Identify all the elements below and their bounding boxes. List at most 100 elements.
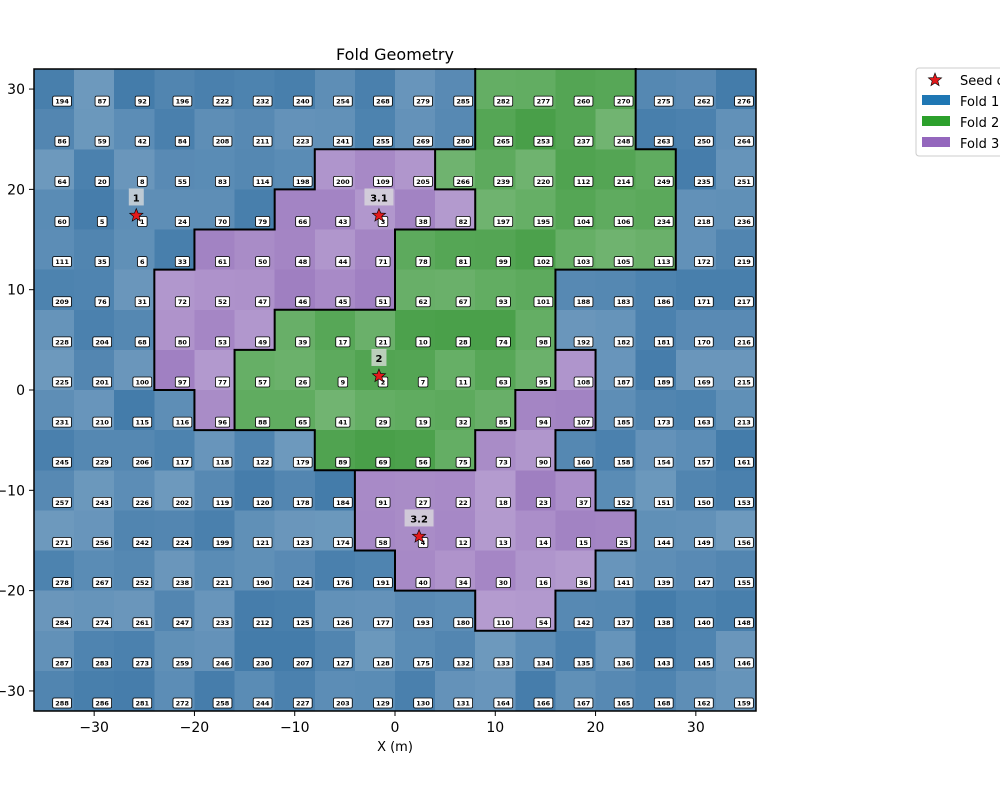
cell-label-text: 279	[416, 98, 430, 106]
cell-label-text: 247	[176, 619, 190, 627]
cell-label-box	[533, 95, 554, 107]
cell-label-box	[252, 657, 273, 669]
cell-label: 168	[653, 697, 674, 709]
cell-label-box	[375, 336, 391, 348]
cell-label-text: 94	[539, 419, 549, 427]
cell-label: 23	[535, 496, 551, 508]
cell-label: 35	[94, 256, 110, 268]
cell-label-text: 70	[218, 218, 228, 226]
cell-label-box	[252, 617, 273, 629]
cell-label: 183	[613, 296, 634, 308]
cell-label-box	[172, 577, 193, 588]
cell-label-box	[215, 376, 231, 388]
cell-label-box	[134, 296, 150, 308]
cell-label-box	[252, 135, 273, 147]
cell-label-box	[52, 256, 72, 268]
cell-label-box	[92, 537, 112, 548]
cell-label-box	[653, 135, 674, 147]
cell-label-box	[52, 657, 72, 669]
cell-label-text: 33	[178, 258, 187, 266]
cell-label-box	[455, 256, 471, 268]
cell-label-text: 191	[376, 579, 390, 587]
cell-label-box	[694, 175, 714, 187]
seed-marker: 3.1	[364, 188, 394, 222]
cell-label: 28	[455, 336, 471, 348]
cell-label: 163	[694, 416, 714, 428]
cell-label: 261	[132, 617, 153, 629]
cell-label-text: 223	[296, 138, 310, 146]
cell-label: 108	[573, 376, 594, 388]
cell-label: 122	[252, 456, 273, 468]
cell-label-box	[137, 175, 148, 187]
cell-label-box	[493, 657, 514, 669]
cell-label-box	[52, 376, 72, 388]
cell-label-box	[455, 496, 471, 508]
cell-label-box	[653, 496, 674, 508]
cell-label: 119	[212, 496, 233, 508]
cell-label: 118	[212, 456, 233, 468]
cell-label-text: 225	[55, 378, 69, 386]
cell-label-text: 6	[140, 258, 145, 266]
cell-label: 282	[493, 95, 514, 107]
cell-label-text: 221	[216, 579, 230, 587]
cell-label: 8	[137, 175, 148, 187]
cell-label: 236	[734, 216, 754, 227]
cell-label-text: 109	[376, 178, 390, 186]
cell-label-text: 209	[55, 298, 69, 306]
cell-label: 149	[694, 537, 714, 548]
cell-label-text: 139	[657, 579, 671, 587]
cell-label-box	[734, 657, 754, 669]
cell-label-text: 164	[497, 699, 511, 707]
cell-label: 114	[252, 175, 273, 187]
cell-label: 258	[212, 697, 233, 709]
cell-label-text: 219	[737, 258, 751, 266]
cell-label-box	[573, 256, 594, 268]
cell-label: 263	[653, 135, 674, 147]
cell-label-text: 252	[136, 579, 150, 587]
cell-label-box	[172, 617, 193, 629]
cell-label-text: 45	[338, 298, 348, 306]
seed-star-icon	[927, 72, 943, 87]
cell-label: 218	[694, 216, 714, 227]
cell-label: 189	[653, 376, 674, 388]
cell-label-text: 102	[537, 258, 551, 266]
cell-label-text: 194	[55, 98, 69, 106]
cell-label-text: 105	[617, 258, 631, 266]
cell-label-box	[333, 496, 353, 508]
cell-label: 138	[653, 617, 674, 629]
cell-label-text: 41	[338, 419, 348, 427]
cell-label: 208	[212, 135, 233, 147]
cell-label-box	[335, 456, 351, 468]
cell-label-text: 53	[218, 338, 227, 346]
cell-label: 39	[295, 336, 311, 348]
cell-label-box	[653, 175, 674, 187]
cell-label: 286	[92, 697, 112, 709]
cell-label-box	[335, 296, 351, 308]
cell-label: 178	[292, 496, 313, 508]
cell-label-text: 54	[539, 619, 549, 627]
cell-label-box	[413, 175, 433, 187]
cell-label-box	[576, 537, 592, 548]
cell-label: 243	[92, 496, 112, 508]
cell-label-box	[653, 657, 674, 669]
cell-label-text: 65	[298, 419, 308, 427]
cell-label: 129	[373, 697, 393, 709]
cell-label-text: 67	[459, 298, 468, 306]
cell-label-box	[335, 416, 351, 428]
cell-label: 265	[493, 135, 514, 147]
cell-label-box	[734, 296, 754, 308]
cell-label: 221	[212, 577, 233, 588]
cell-label-box	[415, 456, 431, 468]
cell-label-text: 91	[378, 499, 388, 507]
cell-label: 257	[52, 496, 72, 508]
y-tick-label: −20	[0, 584, 25, 600]
cell-label-box	[415, 256, 431, 268]
cell-label-text: 170	[697, 338, 711, 346]
cell-label-box	[415, 496, 431, 508]
cell-label-text: 267	[95, 579, 109, 587]
cell-label: 15	[576, 537, 592, 548]
cell-label-box	[375, 256, 391, 268]
cell-label-text: 196	[176, 98, 190, 106]
cell-label-text: 190	[256, 579, 270, 587]
cell-label-text: 106	[617, 218, 631, 226]
